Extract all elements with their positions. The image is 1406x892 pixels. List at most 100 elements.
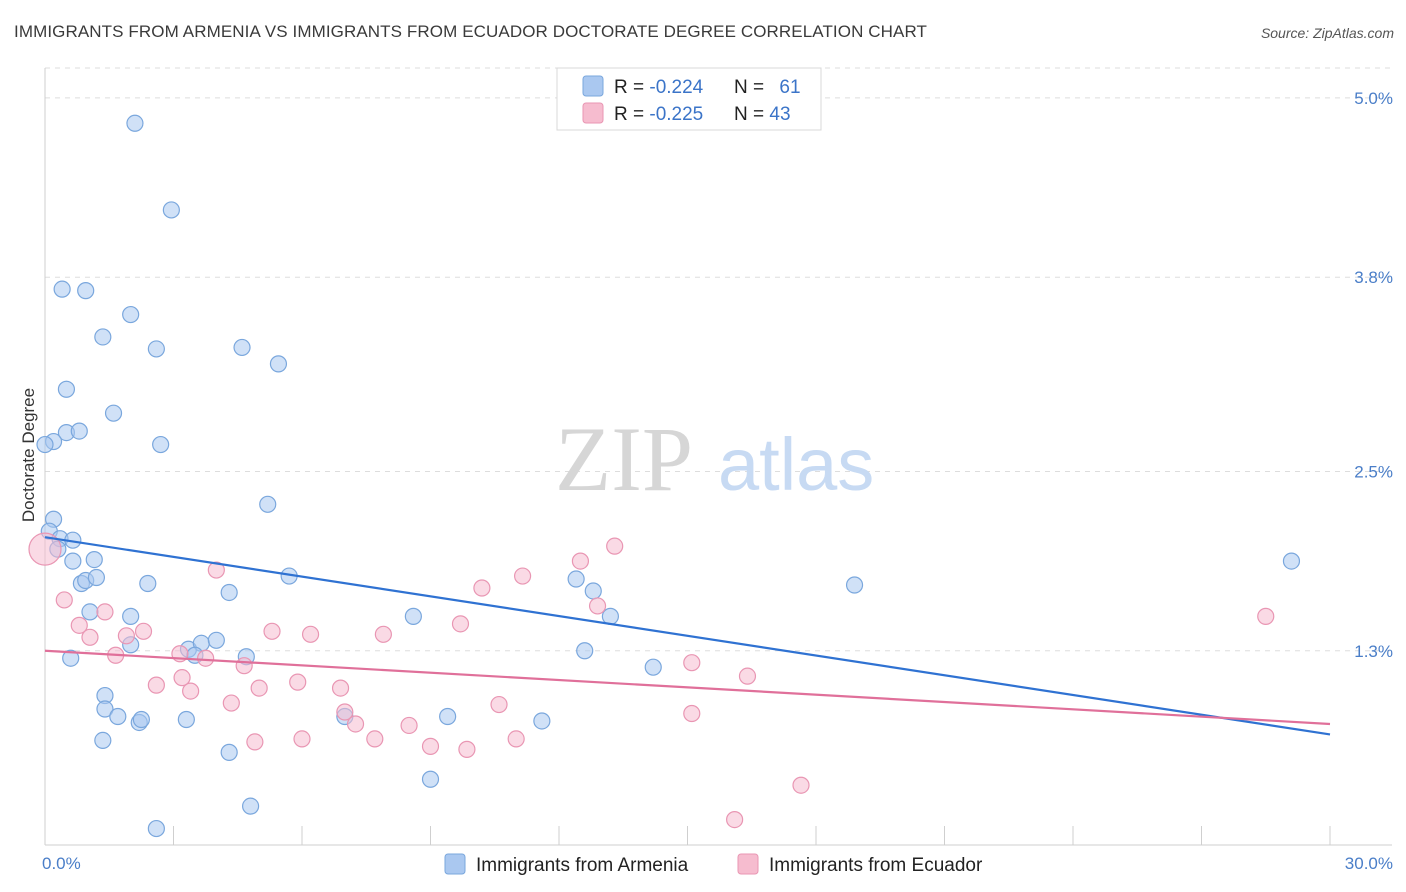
watermark-zip: ZIP — [555, 408, 693, 510]
ecuador-point — [235, 657, 253, 675]
armenia-point — [85, 551, 103, 569]
armenia-point — [70, 422, 88, 440]
svg-text:N = 43: N = 43 — [734, 104, 791, 125]
x-tick-label-1: 30.0% — [1345, 854, 1393, 873]
ecuador-point — [70, 616, 88, 634]
ecuador-point — [96, 603, 114, 621]
armenia-point — [220, 583, 238, 602]
svg-text:R = -0.224: R = -0.224 — [614, 77, 704, 98]
legend-r-label-ecuador: R = — [614, 104, 649, 125]
armenia-point — [96, 700, 114, 718]
armenia-point — [64, 552, 82, 570]
ecuador-point — [738, 667, 757, 685]
armenia-point — [584, 582, 602, 600]
ecuador-point — [792, 776, 810, 794]
legend-n-value-armenia: 61 — [779, 77, 800, 98]
ecuador-point — [293, 730, 311, 748]
ecuador-point — [331, 679, 350, 697]
legend-swatch-armenia — [582, 75, 604, 97]
armenia-point — [233, 338, 251, 357]
legend-r-value-ecuador: -0.225 — [649, 104, 703, 125]
armenia-point — [152, 435, 170, 454]
armenia-point — [576, 642, 594, 660]
bottom-legend-label-armenia: Immigrants from Armenia — [476, 855, 689, 876]
armenia-point — [567, 570, 585, 588]
ecuador-point — [28, 532, 62, 566]
armenia-point — [94, 731, 112, 750]
ecuador-point — [683, 704, 701, 723]
ecuador-point — [374, 625, 392, 643]
ecuador-point — [222, 694, 240, 712]
chart-source: Source: ZipAtlas.com — [1260, 25, 1394, 41]
armenia-point — [533, 712, 551, 730]
legend-r-value-armenia: -0.224 — [649, 77, 703, 98]
ecuador-point — [197, 649, 215, 667]
ecuador-point — [336, 703, 354, 721]
axes — [44, 68, 1392, 846]
watermark-atlas: atlas — [718, 423, 874, 506]
ecuador-point — [263, 622, 281, 640]
ecuador-point — [117, 627, 135, 645]
armenia-point — [404, 607, 422, 625]
y-tick-label-0: 1.3% — [1354, 642, 1393, 661]
armenia-point — [53, 280, 71, 298]
ecuador-point — [134, 622, 153, 640]
watermark: ZIP atlas — [555, 408, 874, 510]
armenia-point — [177, 710, 195, 729]
ecuador-point — [207, 561, 225, 579]
correlation-legend: R = -0.224 N = 61 R = -0.225 N = 43 — [556, 67, 822, 131]
ecuador-point — [588, 597, 607, 615]
armenia-point — [36, 435, 54, 454]
ecuador-point — [1257, 607, 1275, 625]
tick-labels: 1.3% 2.5% 3.8% 5.0% 0.0% 30.0% — [42, 89, 1393, 873]
armenia-point — [162, 201, 180, 219]
armenia-point — [139, 574, 157, 593]
ecuador-point — [683, 654, 701, 672]
ecuador-point — [451, 615, 470, 633]
armenia-point — [147, 819, 165, 838]
y-axis-label: Doctorate Degree — [19, 388, 38, 522]
legend-swatch-ecuador — [582, 102, 604, 124]
armenia-point — [77, 282, 95, 300]
ecuador-point — [147, 676, 165, 694]
armenia-point — [259, 495, 277, 513]
ecuador-point — [246, 733, 264, 751]
chart-title: IMMIGRANTS FROM ARMENIA VS IMMIGRANTS FR… — [14, 22, 928, 41]
series-legend: Immigrants from Armenia Immigrants from … — [444, 853, 983, 876]
legend-n-label-ecuador: N = — [734, 104, 769, 125]
y-tick-label-2: 3.8% — [1354, 268, 1393, 287]
ecuador-point — [458, 740, 476, 758]
y-tick-label-1: 2.5% — [1354, 462, 1393, 481]
armenia-point — [104, 404, 123, 422]
ecuador-point — [366, 730, 384, 748]
trend-lines — [44, 536, 1331, 736]
y-tick-label-3: 5.0% — [1354, 89, 1393, 108]
armenia-point — [421, 770, 440, 788]
ecuador-point — [513, 567, 532, 585]
ecuador-point — [55, 591, 73, 609]
armenia-point — [126, 114, 144, 132]
ecuador-point — [289, 673, 307, 691]
armenia-point — [269, 355, 288, 373]
armenia-point — [1282, 552, 1301, 570]
armenia-point — [81, 603, 99, 621]
grid-lines — [45, 67, 1392, 652]
ecuador-point — [726, 810, 744, 829]
ecuador-point — [400, 716, 418, 735]
ecuador-point — [507, 730, 525, 748]
armenia-point — [87, 568, 106, 587]
bottom-legend-label-ecuador: Immigrants from Ecuador — [769, 855, 983, 876]
armenia-point — [242, 797, 260, 815]
ecuador-point — [490, 695, 508, 714]
ecuador-point — [173, 669, 191, 687]
ecuador-point — [250, 679, 268, 697]
svg-text:N = 61: N = 61 — [734, 77, 801, 98]
armenia-point — [439, 707, 457, 726]
ecuador-point — [473, 579, 491, 597]
armenia-trend-line — [44, 536, 1331, 736]
bottom-legend-swatch-armenia — [444, 853, 466, 875]
ecuador-point — [346, 715, 365, 733]
ecuador-point — [571, 552, 590, 570]
armenia-point — [132, 710, 150, 729]
